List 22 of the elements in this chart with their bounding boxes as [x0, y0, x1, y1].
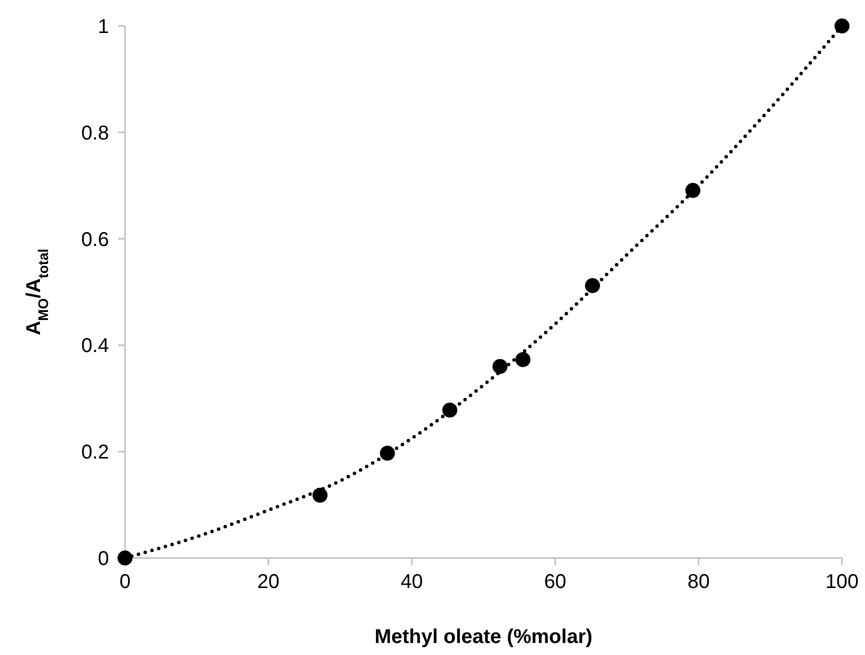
y-tick-label: 0.4 [81, 335, 109, 358]
x-axis-title: Methyl oleate (%molar) [374, 626, 592, 648]
x-tick-label: 100 [825, 571, 859, 593]
point [685, 182, 700, 198]
y-tick-label: 0.2 [81, 442, 109, 464]
y-tick-label: 0 [98, 548, 109, 570]
x-tick-label: 20 [257, 571, 280, 593]
point [312, 488, 328, 503]
point [380, 446, 395, 461]
x-tick-label: 80 [687, 571, 710, 593]
x-tick-label: 40 [400, 571, 423, 593]
point [118, 550, 132, 566]
point [584, 278, 600, 294]
point [492, 358, 508, 374]
y-tick-label: 1 [98, 16, 109, 38]
point [515, 352, 530, 368]
y-tick-label: 0.6 [81, 228, 109, 251]
y-tick-label: 0.8 [81, 122, 109, 144]
x-tick-label: 60 [544, 571, 566, 593]
point [442, 402, 458, 418]
point [834, 18, 850, 34]
x-tick-label: 0 [119, 571, 131, 593]
